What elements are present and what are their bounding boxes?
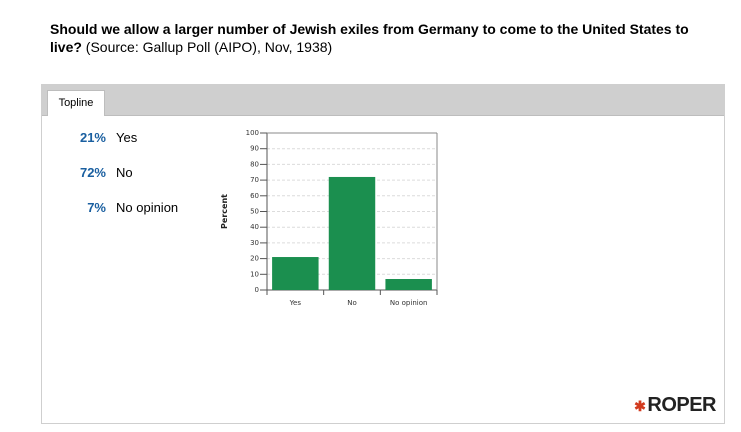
tab-topline[interactable]: Topline: [47, 90, 105, 116]
result-row-yes: 21% Yes: [42, 130, 242, 148]
result-percent: 7%: [87, 200, 106, 215]
y-tick-label: 30: [250, 239, 259, 247]
y-tick-label: 20: [250, 255, 259, 263]
y-tick-label: 50: [250, 208, 259, 216]
y-tick-label: 0: [255, 286, 259, 294]
result-label: No: [116, 165, 133, 180]
bar: [385, 279, 432, 290]
y-tick-label: 90: [250, 145, 259, 153]
roper-logo: ✱ ROPER: [634, 394, 716, 416]
y-tick-label: 60: [250, 192, 259, 200]
results-panel: Topline 21% Yes 72% No 7% No opinion 0 10…: [41, 84, 725, 424]
y-tick-label: 80: [250, 160, 259, 168]
y-tick-label: 100: [246, 129, 259, 137]
y-axis-label: Percent: [220, 194, 229, 229]
result-label: Yes: [116, 130, 138, 145]
bar: [272, 257, 319, 290]
tab-bar: Topline: [42, 85, 724, 116]
y-tick-label: 40: [250, 223, 259, 231]
result-row-no-opinion: 7% No opinion: [42, 200, 242, 218]
bar: [328, 176, 376, 290]
x-tick-label: No opinion: [390, 299, 428, 307]
roper-star-icon: ✱: [634, 398, 646, 414]
result-label: No opinion: [116, 200, 179, 215]
question-source: (Source: Gallup Poll (AIPO), Nov, 1938): [85, 39, 333, 55]
y-tick-label: 70: [250, 176, 259, 184]
y-tick-label: 10: [250, 270, 259, 278]
x-tick-label: No: [347, 299, 357, 307]
x-tick-label: Yes: [289, 299, 302, 307]
bar-chart: 0 10 20 30 40 50 60 70 80 90 100 Yes No No opinion Per…: [220, 129, 438, 307]
question-text: Should we allow a larger number of Jewis…: [50, 21, 689, 55]
result-percent: 21%: [79, 130, 106, 145]
result-percent: 72%: [79, 165, 106, 180]
question-heading: Should we allow a larger number of Jewis…: [50, 20, 710, 56]
result-row-no: 72% No: [42, 165, 242, 183]
